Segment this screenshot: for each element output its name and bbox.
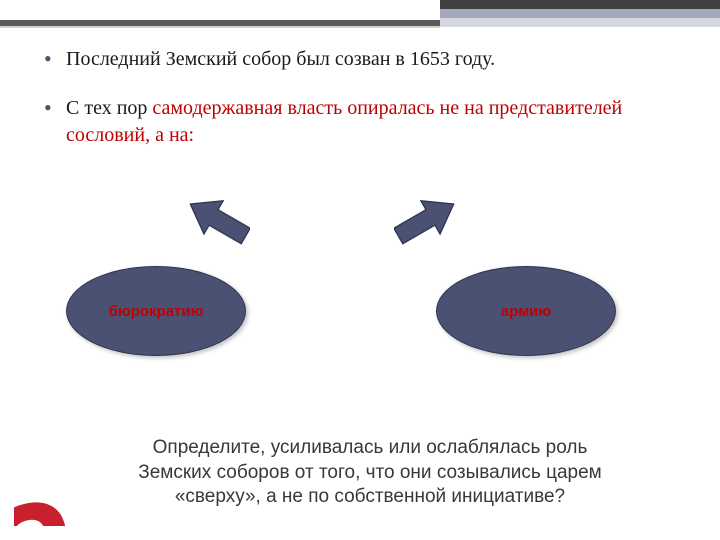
- node-label: бюрократию: [109, 303, 204, 320]
- arrow-right-icon: [394, 194, 458, 246]
- bullet-text-pre: С тех пор: [66, 97, 152, 119]
- bullet-text: Последний Земский собор был созван в 165…: [66, 48, 495, 70]
- arrow-left-icon: [186, 194, 250, 246]
- stripe: [440, 18, 720, 27]
- stripe: [440, 9, 720, 18]
- node-bureaucracy: бюрократию: [66, 266, 246, 356]
- stripe: [440, 0, 720, 9]
- header-accent-stripes: [440, 0, 720, 36]
- node-label: армию: [501, 303, 551, 320]
- bullet-content: Последний Земский собор был созван в 165…: [0, 46, 720, 171]
- diagram-region: бюрократию армию: [0, 190, 720, 380]
- header-divider-shadow: [0, 26, 440, 28]
- node-army: армию: [436, 266, 616, 356]
- stripe: [440, 27, 720, 36]
- bullet-item: Последний Земский собор был созван в 165…: [66, 46, 678, 73]
- question-mark-graphic: ?: [14, 446, 94, 526]
- question-text: Определите, усиливалась или ослаблялась …: [120, 436, 620, 510]
- question-mark-glyph: ?: [14, 488, 94, 526]
- bullet-item: С тех пор самодержавная власть опиралась…: [66, 95, 678, 149]
